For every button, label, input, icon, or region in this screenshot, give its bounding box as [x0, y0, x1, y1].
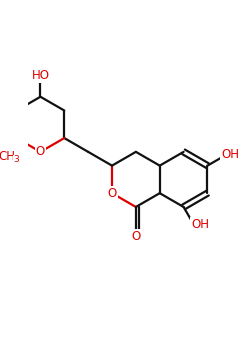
Text: CH: CH: [0, 150, 15, 163]
Text: HO: HO: [32, 69, 50, 82]
Text: 3: 3: [13, 155, 19, 163]
Text: O: O: [131, 230, 140, 243]
Text: O: O: [108, 187, 117, 200]
Text: O: O: [36, 145, 45, 158]
Text: OH: OH: [222, 148, 240, 161]
Text: OH: OH: [191, 218, 209, 231]
